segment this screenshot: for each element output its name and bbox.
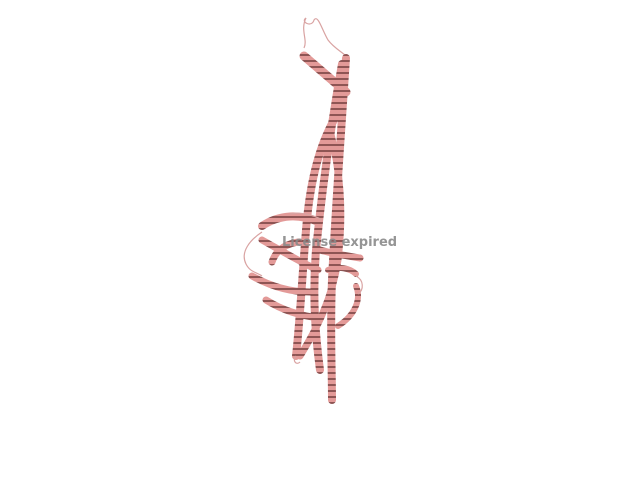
- helix-lower-left-2: [248, 272, 314, 296]
- loop-left: [243, 231, 263, 277]
- top-loop-left: [303, 17, 307, 49]
- top-loop: [303, 17, 347, 57]
- helix-lower-left-1: [258, 236, 322, 274]
- helix-lower-left-4: [268, 238, 302, 266]
- helix-right-1: [316, 246, 364, 262]
- helix-right-3: [335, 283, 361, 329]
- helix-lower-left-3: [262, 296, 324, 322]
- loop-upper: [289, 212, 323, 221]
- loop-right: [355, 275, 363, 295]
- helix-long-left: [292, 106, 344, 360]
- license-watermark: License expired: [282, 235, 398, 250]
- loop-bottom: [293, 355, 301, 364]
- helix-crossing: [296, 126, 345, 360]
- helix-right-2: [325, 264, 359, 277]
- helix-mid-left: [258, 212, 322, 230]
